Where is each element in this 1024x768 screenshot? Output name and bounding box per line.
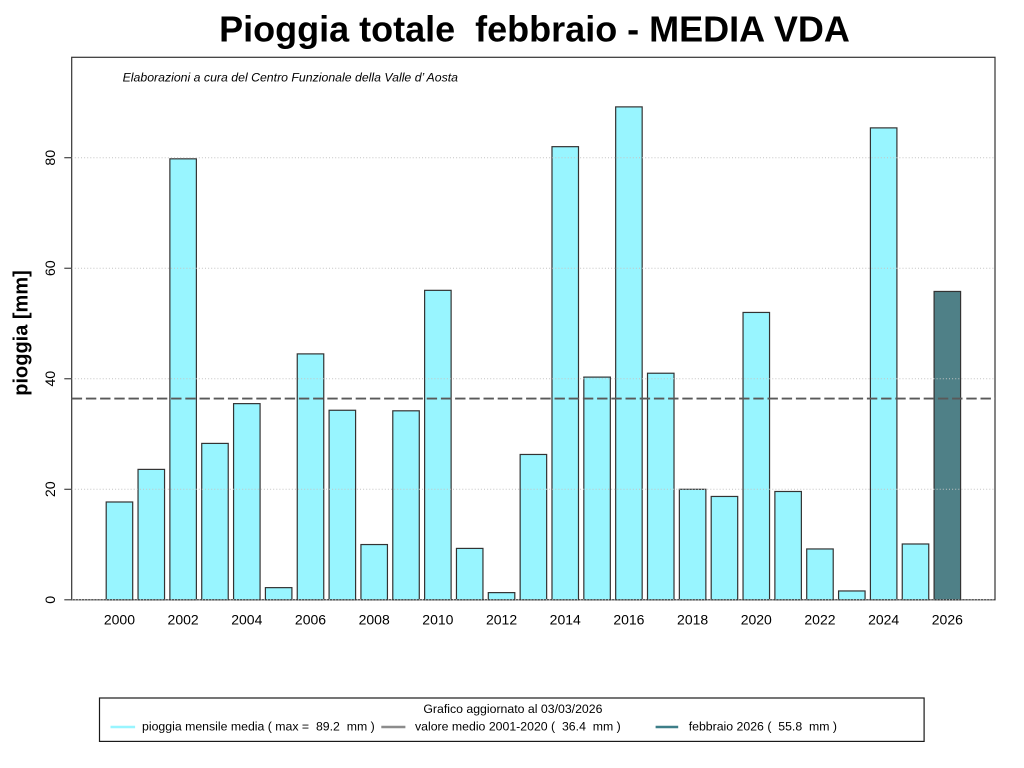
svg-text:Pioggia totale febbraio - MED: Pioggia totale febbraio - MEDIA VDA <box>219 9 850 50</box>
svg-text:60: 60 <box>43 260 59 276</box>
svg-text:febbraio 2026 ( 55.8 mm ): febbraio 2026 ( 55.8 mm ) <box>689 720 837 734</box>
svg-text:Elaborazioni a cura del Centro: Elaborazioni a cura del Centro Funzional… <box>123 70 459 84</box>
svg-text:2008: 2008 <box>359 612 390 628</box>
svg-text:2002: 2002 <box>168 612 199 628</box>
svg-text:40: 40 <box>43 371 59 387</box>
svg-text:2006: 2006 <box>295 612 326 628</box>
svg-text:2010: 2010 <box>422 612 453 628</box>
svg-text:2012: 2012 <box>486 612 517 628</box>
svg-text:2020: 2020 <box>741 612 772 628</box>
svg-text:0: 0 <box>43 596 59 604</box>
svg-text:2022: 2022 <box>804 612 835 628</box>
svg-text:2016: 2016 <box>613 612 644 628</box>
svg-text:valore medio 2001-2020 ( 36.4: valore medio 2001-2020 ( 36.4 mm ) <box>415 720 621 734</box>
svg-text:2000: 2000 <box>104 612 135 628</box>
svg-text:80: 80 <box>43 150 59 166</box>
svg-text:2018: 2018 <box>677 612 708 628</box>
svg-text:Grafico aggiornato al 03/03/20: Grafico aggiornato al 03/03/2026 <box>423 702 602 716</box>
svg-text:2014: 2014 <box>550 612 581 628</box>
svg-text:pioggia [mm]: pioggia [mm] <box>11 270 33 396</box>
svg-text:2004: 2004 <box>231 612 262 628</box>
svg-text:2024: 2024 <box>868 612 899 628</box>
svg-text:2026: 2026 <box>932 612 963 628</box>
svg-text:20: 20 <box>43 481 59 497</box>
svg-text:pioggia mensile media ( max =: pioggia mensile media ( max = 89.2 mm ) <box>142 720 375 734</box>
